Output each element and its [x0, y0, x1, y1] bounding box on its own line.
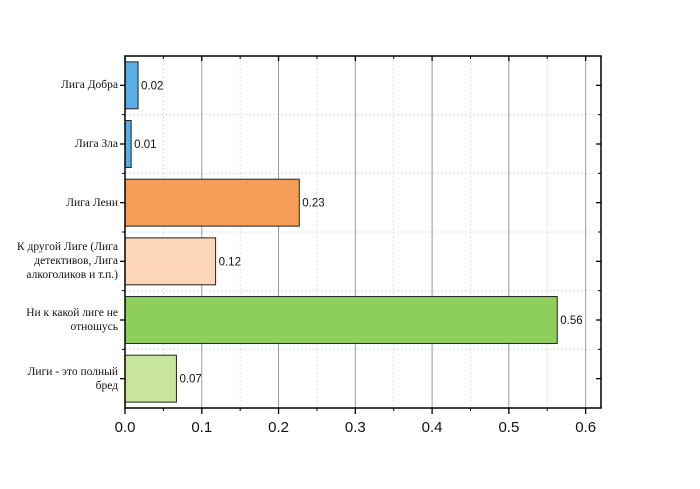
y-tick-label: Ни к какой лиге не отношусь	[26, 307, 118, 333]
bar	[124, 178, 300, 227]
bar	[124, 120, 132, 168]
y-tick-label: Лиги - это полный бред	[27, 365, 118, 392]
bar	[124, 237, 217, 286]
x-tick-label: 0.2	[268, 419, 289, 436]
y-tick-label: К другой Лиге (Лига детективов, Лига алког…	[16, 241, 118, 282]
y-tick-label: Лига Зла	[74, 138, 118, 150]
x-tick-label: 0.3	[345, 419, 366, 436]
y-tick-label: Лига Добра	[61, 79, 118, 92]
bar-value-label: 0.02	[141, 80, 163, 92]
x-tick-label: 0.6	[575, 419, 596, 436]
bar-value-label: 0.01	[134, 139, 156, 151]
y-tick-label: Лига Лени	[66, 196, 118, 209]
bar-value-label: 0.12	[219, 256, 241, 268]
x-tick-label: 0.4	[422, 419, 443, 436]
bar	[124, 354, 177, 403]
bar	[124, 61, 139, 110]
bar-value-label: 0.56	[560, 315, 582, 327]
bar-value-label: 0.23	[302, 198, 324, 210]
bar	[124, 296, 558, 344]
bar-value-label: 0.07	[179, 374, 201, 386]
x-tick-label: 0.5	[498, 419, 519, 436]
x-tick-label: 0.1	[191, 419, 212, 436]
x-tick-label: 0.0	[115, 419, 136, 436]
